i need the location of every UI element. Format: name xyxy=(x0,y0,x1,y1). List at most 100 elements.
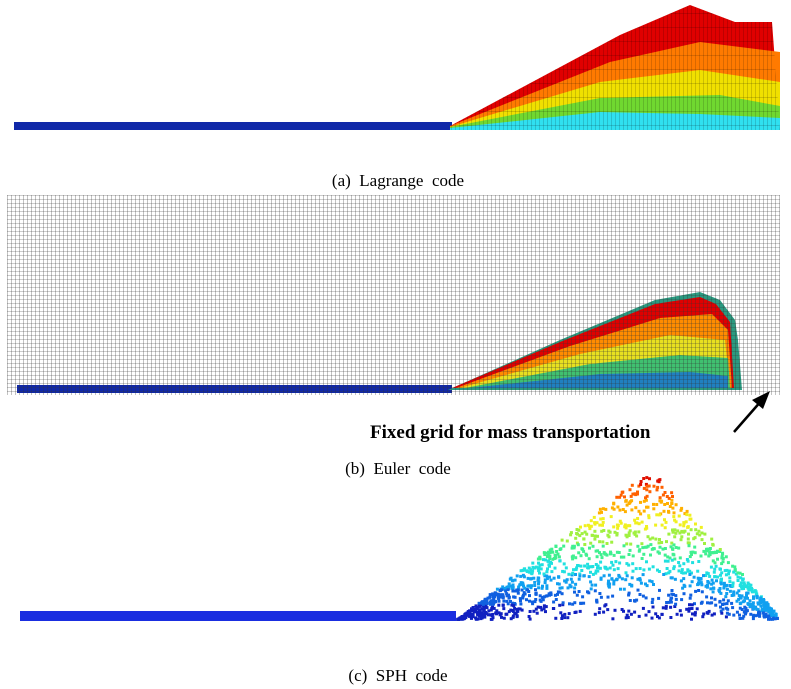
particle xyxy=(547,563,550,566)
particle xyxy=(745,596,748,599)
particle xyxy=(686,526,689,529)
particle xyxy=(769,608,772,611)
particle xyxy=(639,483,642,486)
particle xyxy=(623,544,626,547)
particle xyxy=(642,477,645,480)
particle xyxy=(557,576,560,579)
particle xyxy=(752,595,755,598)
particle xyxy=(558,555,561,558)
particle xyxy=(651,537,654,540)
particle xyxy=(537,562,540,565)
particle xyxy=(648,485,651,488)
particle xyxy=(603,551,606,554)
particle xyxy=(586,590,589,593)
particle xyxy=(521,589,524,592)
particle xyxy=(545,587,548,590)
particle xyxy=(736,611,739,614)
particle xyxy=(719,600,722,603)
particle xyxy=(612,525,615,528)
particle xyxy=(545,584,548,587)
particle xyxy=(612,583,615,586)
particle xyxy=(590,587,593,590)
particle xyxy=(643,510,646,513)
particle xyxy=(617,524,620,527)
particle xyxy=(640,582,643,585)
base-bar xyxy=(14,122,452,130)
particle xyxy=(574,537,577,540)
particle xyxy=(652,565,655,568)
particle xyxy=(663,510,666,513)
particle xyxy=(697,530,700,533)
particle xyxy=(600,530,603,533)
particle xyxy=(655,503,658,506)
particle xyxy=(617,567,620,570)
particle xyxy=(621,577,624,580)
particle xyxy=(526,585,529,588)
particle xyxy=(738,614,741,617)
particle xyxy=(693,546,696,549)
particle xyxy=(645,614,648,617)
particle xyxy=(671,576,674,579)
particle xyxy=(594,613,597,616)
particle xyxy=(683,592,686,595)
particle xyxy=(765,601,768,604)
particle xyxy=(596,566,599,569)
particle xyxy=(725,592,728,595)
particle xyxy=(490,607,493,610)
particle xyxy=(604,566,607,569)
particle xyxy=(670,499,673,502)
particle xyxy=(688,570,691,573)
annotation: Fixed grid for mass transportation xyxy=(370,422,651,443)
particle xyxy=(575,532,578,535)
particle xyxy=(679,523,682,526)
particle xyxy=(708,552,711,555)
particle xyxy=(510,604,513,607)
particle xyxy=(728,570,731,573)
particle xyxy=(625,616,628,619)
particle xyxy=(537,582,540,585)
particle xyxy=(662,606,665,609)
particle xyxy=(738,594,741,597)
particle xyxy=(543,573,546,576)
particle xyxy=(508,610,511,613)
particle xyxy=(624,510,627,513)
particle xyxy=(727,572,730,575)
particle xyxy=(514,596,517,599)
particle xyxy=(701,532,704,535)
particle xyxy=(528,615,531,618)
particle xyxy=(524,593,527,596)
particle xyxy=(739,583,742,586)
particle xyxy=(658,589,661,592)
particle xyxy=(645,476,648,479)
particle xyxy=(615,496,618,499)
particle xyxy=(629,599,632,602)
particle xyxy=(626,574,629,577)
particle xyxy=(642,595,645,598)
particle xyxy=(580,547,583,550)
particle xyxy=(641,521,644,524)
particle xyxy=(619,588,622,591)
particle xyxy=(634,506,637,509)
particle xyxy=(502,600,505,603)
particle xyxy=(530,584,533,587)
particle xyxy=(697,577,700,580)
particle xyxy=(664,560,667,563)
particle xyxy=(680,507,683,510)
particle xyxy=(702,613,705,616)
particle xyxy=(636,517,639,520)
particle xyxy=(678,564,681,567)
particle xyxy=(731,606,734,609)
particle xyxy=(488,596,491,599)
particle xyxy=(509,600,512,603)
particle xyxy=(507,588,510,591)
particle xyxy=(724,584,727,587)
fixed-grid xyxy=(7,195,780,395)
particle xyxy=(694,590,697,593)
particle xyxy=(626,535,629,538)
particle xyxy=(665,601,668,604)
particle xyxy=(596,549,599,552)
particle xyxy=(633,611,636,614)
particle xyxy=(748,587,751,590)
particle xyxy=(652,547,655,550)
particle xyxy=(525,569,528,572)
